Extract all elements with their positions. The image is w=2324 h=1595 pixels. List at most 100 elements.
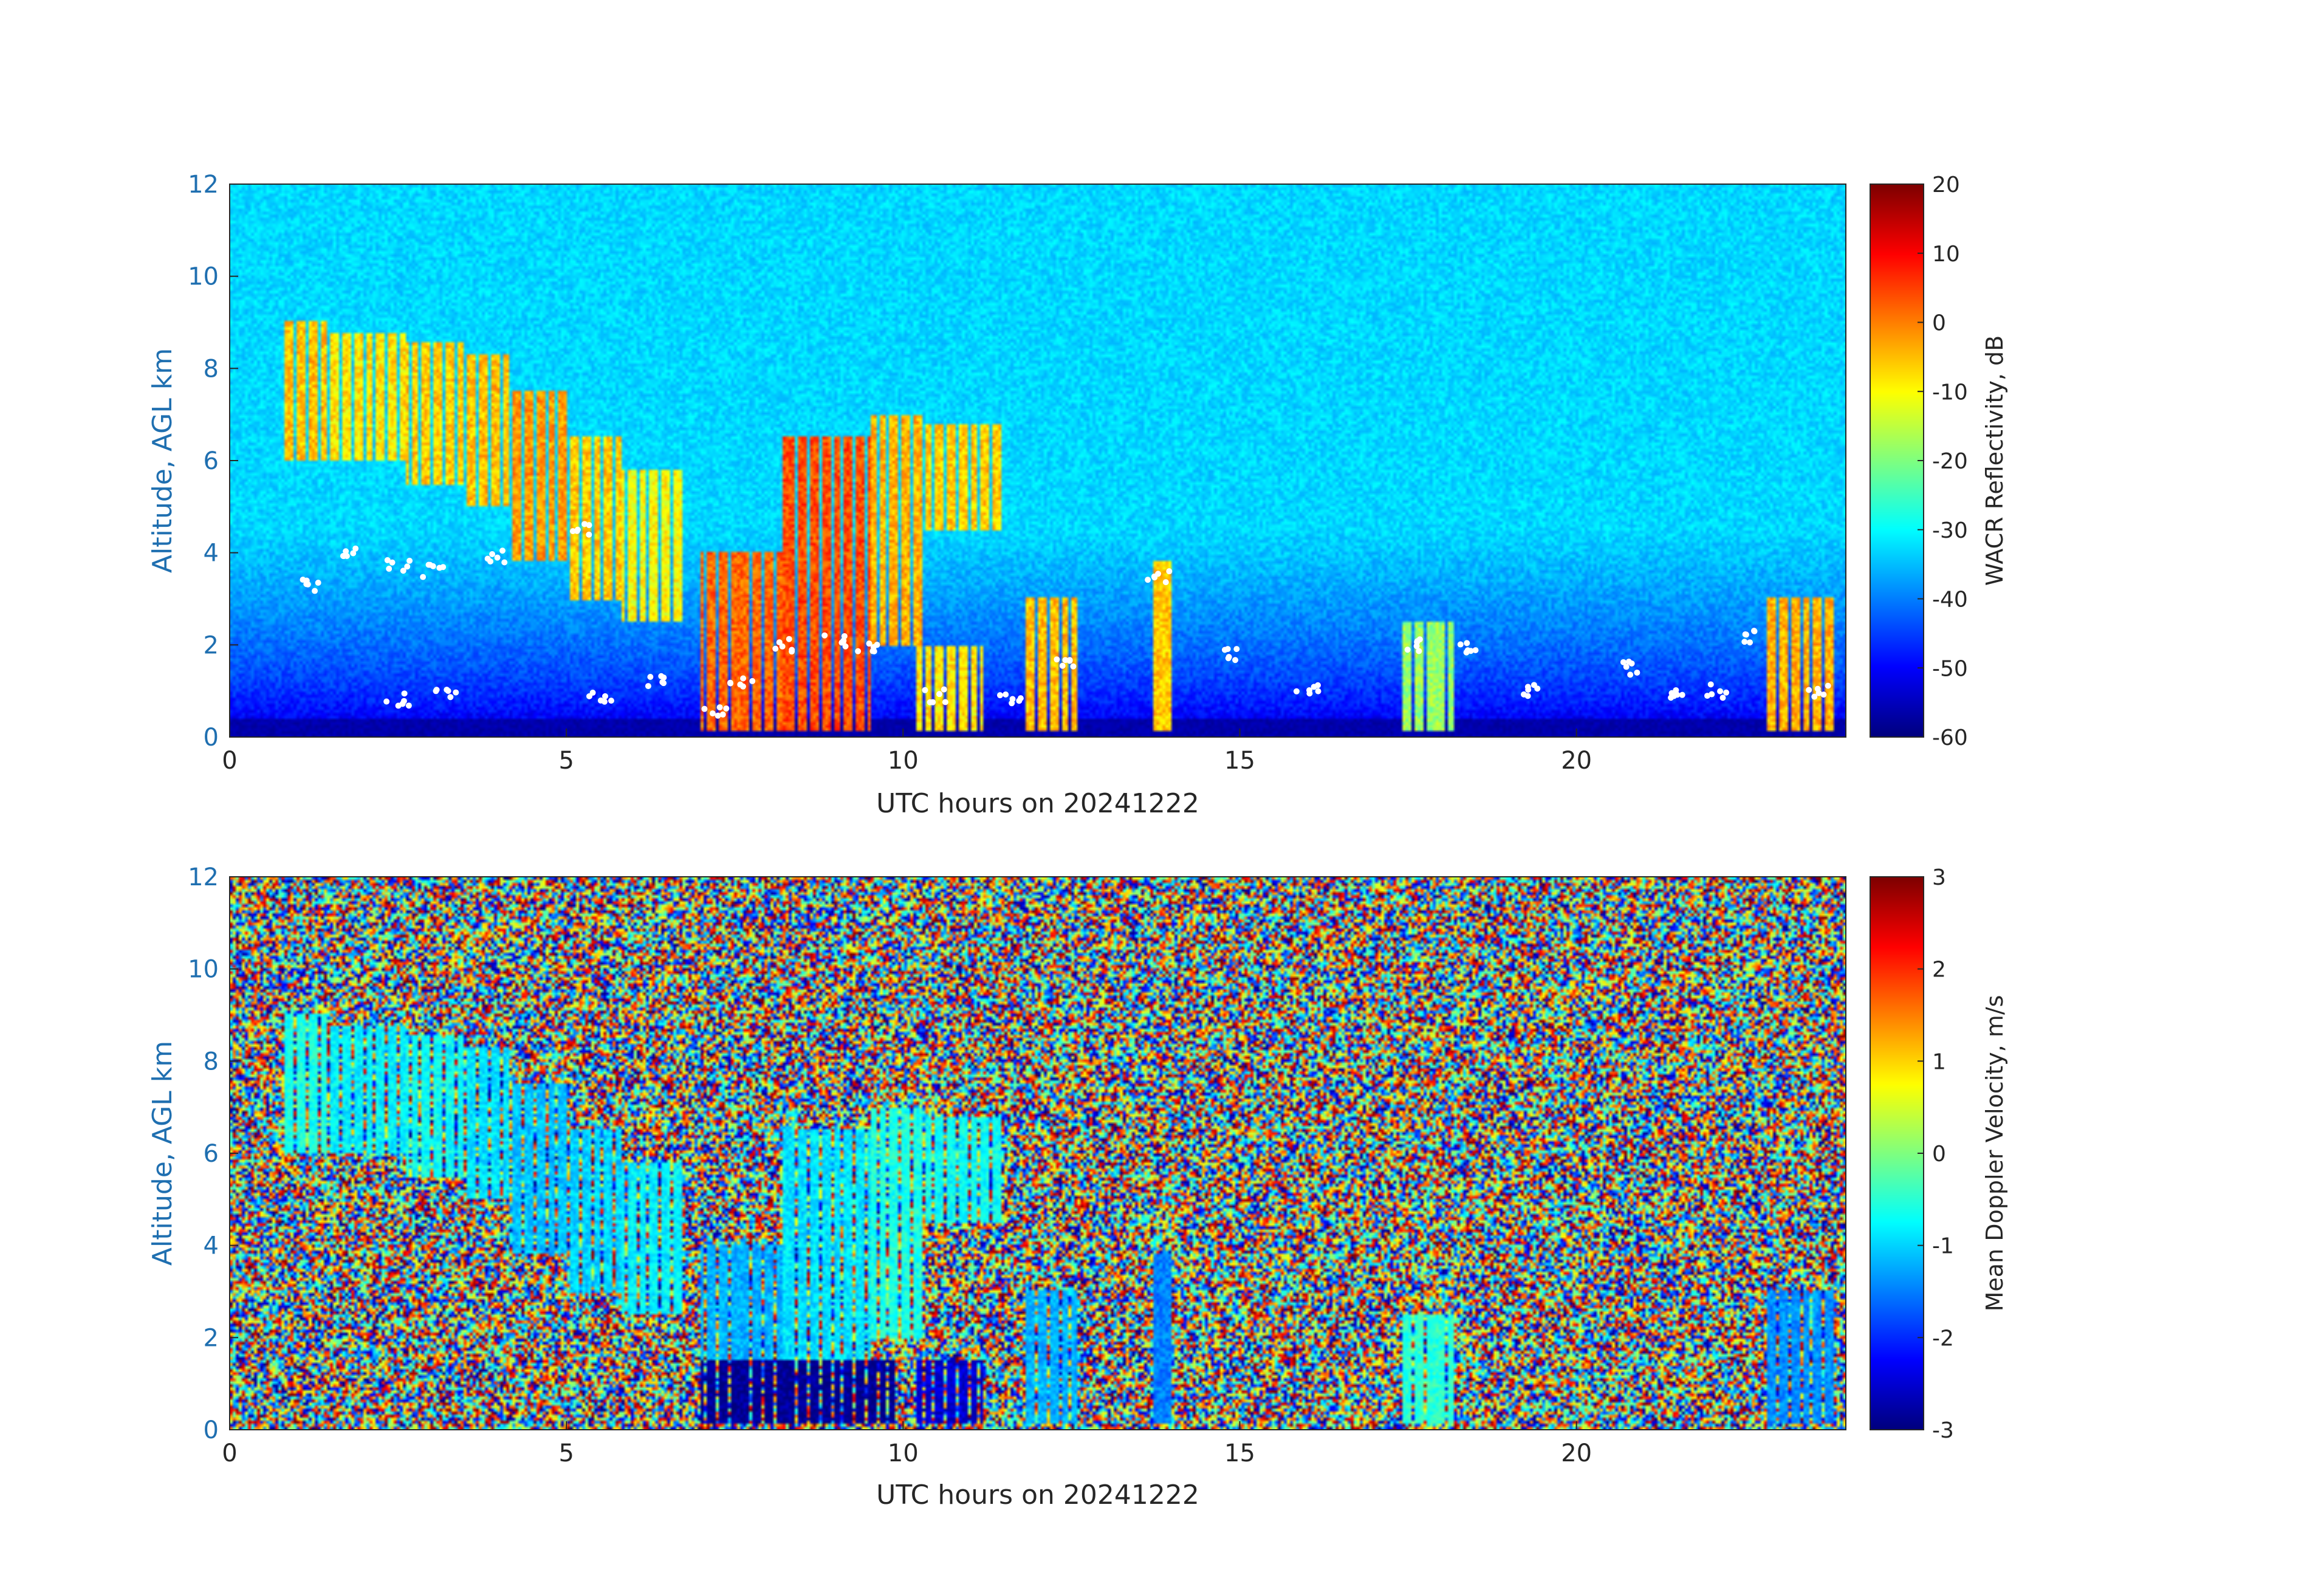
cloud-base-point <box>1224 646 1231 653</box>
reflectivity-heatmap <box>230 184 1846 737</box>
cloud-base-point <box>660 674 667 681</box>
y-tick-label: 2 <box>204 631 219 659</box>
cloud-base-point <box>1751 628 1758 634</box>
velocity-x-axis-label: UTC hours on 20241222 <box>876 1480 1199 1511</box>
cloud-base-point <box>420 574 427 580</box>
cloud-base-point <box>589 690 596 696</box>
colorbar-tick-label: -20 <box>1932 449 1968 474</box>
x-tick-label: 0 <box>222 1439 237 1467</box>
cloud-base-point <box>1717 688 1724 695</box>
cloud-base-point <box>821 632 828 639</box>
cloud-base-point <box>1521 691 1527 698</box>
cloud-base-point <box>1145 577 1151 583</box>
cloud-base-point <box>433 687 440 693</box>
cloud-base-point <box>447 694 454 701</box>
cloud-base-point <box>1825 682 1831 689</box>
y-tick-label: 0 <box>204 724 219 752</box>
y-tick-label: 4 <box>204 540 219 568</box>
cloud-base-point <box>1070 663 1077 670</box>
y-tick-label: 12 <box>188 863 219 891</box>
velocity-colorbar-label: Mean Doppler Velocity, m/s <box>1981 995 2008 1312</box>
cloud-base-point <box>1627 671 1634 678</box>
cloud-base-point <box>453 689 459 696</box>
cloud-base-point <box>384 557 391 563</box>
cloud-base-point <box>1416 636 1423 643</box>
cloud-base-point <box>1704 693 1711 699</box>
y-tick-label: 10 <box>188 263 219 291</box>
cloud-base-point <box>723 705 730 712</box>
cloud-base-point <box>749 677 756 684</box>
cloud-base-point <box>400 568 406 574</box>
velocity-colorbar <box>1870 877 1924 1430</box>
cloud-base-point <box>1404 647 1411 653</box>
cloud-base-point <box>659 679 666 685</box>
cloud-base-point <box>445 688 451 695</box>
cloud-base-point <box>1679 691 1685 698</box>
cloud-base-point <box>1166 568 1173 575</box>
cloud-base-point <box>1670 693 1677 699</box>
cloud-base-point <box>487 558 494 565</box>
cloud-base-point <box>1806 687 1812 693</box>
cloud-base-point <box>1620 659 1626 665</box>
cloud-base-point <box>996 692 1003 699</box>
cloud-base-point <box>1233 646 1240 653</box>
colorbar-tick-label: -60 <box>1932 725 1968 750</box>
y-tick-label: 10 <box>188 956 219 984</box>
cloud-base-point <box>1634 669 1640 676</box>
colorbar-tick-label: -10 <box>1932 380 1968 405</box>
cloud-base-point <box>386 566 392 572</box>
cloud-base-point <box>501 559 508 566</box>
cloud-base-point <box>866 640 872 647</box>
cloud-base-point <box>936 691 943 698</box>
cloud-base-point <box>870 643 877 650</box>
colorbar-tick-label: -2 <box>1932 1326 1954 1351</box>
cloud-base-point <box>405 702 412 709</box>
cloud-base-point <box>772 645 779 652</box>
colorbar-tick-label: -50 <box>1932 656 1968 681</box>
cloud-base-point <box>1820 691 1827 698</box>
x-tick-label: 0 <box>222 747 237 775</box>
velocity-heatmap <box>230 877 1846 1430</box>
x-tick-label: 15 <box>1224 747 1255 775</box>
cloud-base-point <box>1743 631 1749 638</box>
reflectivity-panel: 0 2 4 6 8 10 12 0 5 10 15 20 UTC hours on 20241222… <box>147 171 2008 819</box>
cloud-base-point <box>1741 639 1748 645</box>
reflectivity-colorbar-ticks: 20 10 0 -10 -20 -30 -40 -50 -60 <box>1918 173 1968 750</box>
x-tick-label: 20 <box>1561 1439 1592 1467</box>
reflectivity-colorbar-label: WACR Reflectivity, dB <box>1981 335 2008 586</box>
cloud-base-point <box>312 588 318 594</box>
cloud-base-point <box>1054 656 1060 663</box>
cloud-base-point <box>315 580 321 586</box>
cloud-base-point <box>842 643 849 650</box>
reflectivity-y-axis-label: Altitude, AGL km <box>147 348 178 573</box>
cloud-base-point <box>1416 648 1422 654</box>
cloud-base-point <box>602 693 609 699</box>
cloud-base-point <box>581 521 588 527</box>
colorbar-tick-label: -3 <box>1932 1418 1954 1443</box>
colorbar-tick-label: 1 <box>1932 1049 1946 1074</box>
cloud-base-point <box>1628 660 1635 667</box>
cloud-base-point <box>404 563 411 570</box>
cloud-base-point <box>719 711 726 718</box>
x-tick-label: 20 <box>1561 747 1592 775</box>
cloud-base-point <box>715 712 721 719</box>
cloud-base-point <box>1530 682 1537 688</box>
cloud-base-point <box>389 559 396 566</box>
cloud-base-point <box>1457 641 1464 648</box>
y-tick-label: 12 <box>188 171 219 199</box>
x-tick-label: 15 <box>1224 1439 1255 1467</box>
cloud-base-point <box>927 699 933 705</box>
y-tick-label: 8 <box>204 355 219 383</box>
reflectivity-x-axis-label: UTC hours on 20241222 <box>876 788 1199 819</box>
cloud-base-point <box>340 553 347 560</box>
cloud-base-point <box>941 686 947 693</box>
cloud-base-point <box>1472 647 1479 654</box>
x-tick-label: 10 <box>888 1439 919 1467</box>
cloud-base-point <box>645 683 651 690</box>
cloud-base-point <box>586 531 592 538</box>
velocity-y-axis-label: Altitude, AGL km <box>147 1041 178 1266</box>
cloud-base-point <box>1151 573 1157 580</box>
cloud-base-points <box>300 521 1831 719</box>
